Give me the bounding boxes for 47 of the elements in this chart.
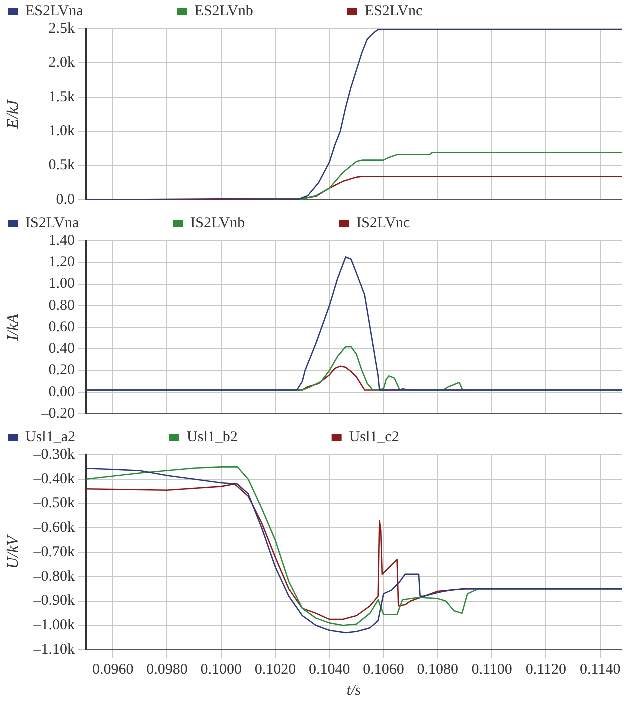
x-tick-label: 0.1000 (200, 662, 242, 678)
legend-label: ES2LVnc (364, 3, 513, 20)
y-tick-label: 0.60 (48, 319, 75, 336)
y-tick-label: 0.00 (48, 384, 75, 400)
x-tick-label: 0.0980 (146, 662, 188, 678)
x-tick-label: 0.1020 (254, 662, 296, 678)
y-tick-label: 1.5k (48, 89, 76, 106)
legend-label: ES2LVnb (194, 3, 344, 20)
legend-label: ES2LVna (26, 3, 174, 20)
y-tick-label: –0.40k (32, 471, 76, 488)
legend-label: IS2LVnb (190, 215, 336, 232)
y-tick-label: 2.0k (48, 55, 76, 72)
x-tick-label: 0.1040 (309, 662, 350, 678)
y-tick-label: 0.20 (48, 362, 75, 379)
legend-label: Usl1_c2 (349, 429, 490, 446)
y-axis-title: E/kJ (4, 99, 22, 130)
x-tick-label: 0.1080 (417, 662, 459, 678)
x-tick-label: 0.1140 (580, 662, 621, 678)
legend-label: Usl1_a2 (26, 429, 166, 446)
y-tick-label: –0.30k (32, 446, 76, 463)
y-tick-label: –0.90k (32, 593, 76, 610)
x-axis-title: t/s (346, 682, 362, 699)
y-tick-label: 1.0k (48, 124, 76, 140)
y-tick-label: 0.40 (48, 341, 75, 358)
y-tick-label: –1.10k (32, 642, 76, 658)
legend-label: Usl1_b2 (186, 429, 328, 446)
y-tick-label: –0.50k (32, 496, 76, 512)
y-tick-label: –0.70k (32, 544, 76, 560)
x-tick-label: 0.1100 (472, 662, 512, 678)
y-tick-label: 0.80 (48, 298, 75, 314)
y-tick-label: 2.5k (48, 20, 76, 37)
y-tick-label: 0.0 (56, 192, 75, 208)
y-tick-label: 1.20 (48, 254, 75, 271)
x-tick-label: 0.1060 (363, 662, 404, 678)
y-tick-label: –1.00k (32, 618, 76, 634)
y-axis-title: U/kV (4, 534, 22, 569)
y-tick-label: –0.60k (32, 520, 76, 536)
legend-label: IS2LVna (26, 215, 170, 232)
x-tick-label: 0.0960 (92, 662, 134, 678)
y-tick-label: –0.80k (32, 568, 76, 585)
y-tick-label: –0.20 (40, 406, 75, 422)
x-tick-label: 0.1120 (526, 662, 567, 678)
y-tick-label: 1.40 (48, 232, 75, 249)
y-tick-label: 1.00 (48, 276, 75, 292)
y-axis-title: I/kA (4, 314, 22, 342)
y-tick-label: 0.5k (48, 158, 76, 174)
legend-label: IS2LVnc (356, 215, 500, 232)
